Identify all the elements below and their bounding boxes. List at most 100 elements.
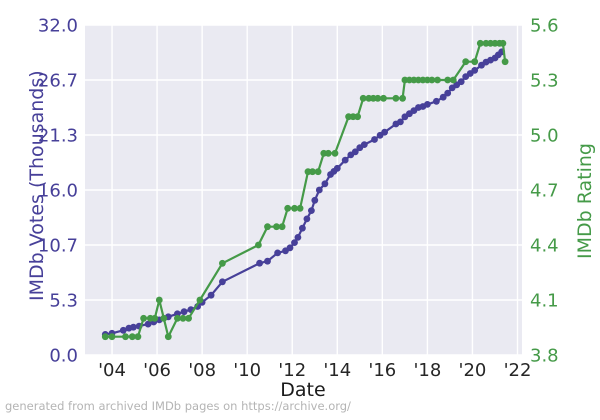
left-tick-label: 21.3 (38, 126, 78, 147)
votes-point (351, 148, 359, 156)
right-tick-label: 5.0 (530, 126, 559, 147)
votes-point (315, 186, 323, 194)
rating-point (392, 94, 400, 102)
votes-point (294, 234, 302, 241)
rating-point (264, 223, 271, 231)
x-tick-label: '06 (143, 360, 171, 381)
x-tick-label: '16 (368, 360, 396, 381)
rating-point (359, 94, 367, 102)
right-tick-label: 5.6 (530, 16, 559, 37)
rating-point (374, 94, 382, 102)
votes-point (444, 89, 452, 97)
x-tick-label: '04 (98, 360, 126, 381)
source-caption: generated from archived IMDb pages on ht… (5, 399, 351, 413)
votes-point (264, 257, 271, 265)
rating-point (219, 259, 226, 267)
votes-point (321, 180, 329, 188)
right-tick-label: 3.8 (530, 346, 559, 367)
x-tick-label: '20 (459, 360, 487, 381)
votes-point (341, 156, 349, 164)
x-tick-label: '22 (504, 360, 532, 381)
x-tick-label: '18 (413, 360, 441, 381)
votes-point (130, 323, 137, 331)
x-axis-label: Date (280, 379, 326, 401)
rating-point (434, 76, 441, 84)
rating-point (428, 76, 436, 84)
votes-point (371, 136, 378, 143)
rating-point (476, 39, 484, 47)
rating-point (196, 296, 204, 304)
right-tick-label: 5.3 (530, 71, 559, 92)
votes-point (286, 244, 294, 252)
left-tick-label: 26.7 (38, 70, 78, 91)
left-tick-label: 5.3 (49, 291, 78, 312)
votes-point (439, 93, 447, 101)
rating-point (462, 58, 470, 66)
rating-point (185, 314, 193, 322)
y-axis-label-left: IMDb Votes (Thousands) (26, 70, 48, 301)
rating-point (449, 76, 457, 84)
votes-point (381, 128, 388, 136)
right-tick-label: 4.4 (530, 236, 559, 257)
rating-point (108, 333, 116, 341)
votes-point (274, 249, 281, 257)
rating-point (164, 333, 172, 341)
rating-point (174, 314, 181, 322)
votes-point (119, 326, 127, 334)
y-axis-label-right: IMDb Rating (574, 143, 596, 259)
rating-point (501, 58, 509, 66)
rating-point (314, 168, 322, 176)
votes-point (256, 259, 263, 267)
left-tick-label: 10.7 (38, 235, 78, 256)
rating-point (324, 149, 332, 157)
votes-point (180, 308, 188, 316)
votes-point (144, 320, 152, 328)
right-tick-label: 4.1 (530, 291, 559, 312)
rating-point (128, 333, 136, 341)
left-tick-label: 0.0 (49, 346, 78, 367)
rating-point (296, 204, 304, 212)
rating-point (151, 314, 159, 322)
rating-point (101, 333, 109, 341)
votes-point (311, 196, 319, 204)
left-tick-label: 32.0 (38, 16, 78, 37)
rating-point (471, 58, 479, 66)
rating-point (278, 223, 286, 231)
votes-point (219, 278, 226, 286)
votes-point (308, 207, 315, 215)
rating-point (255, 241, 262, 249)
rating-point (444, 76, 452, 84)
rating-point (160, 314, 168, 322)
votes-point (397, 118, 404, 126)
rating-point (380, 94, 387, 102)
votes-point (333, 164, 341, 172)
right-tick-label: 4.7 (530, 181, 559, 202)
x-tick-label: '08 (188, 360, 216, 381)
x-tick-label: '12 (278, 360, 306, 381)
rating-point (155, 296, 163, 304)
votes-point (303, 215, 311, 223)
rating-point (399, 94, 406, 102)
rating-point (331, 149, 339, 157)
rating-point (354, 113, 361, 121)
rating-point (122, 333, 129, 341)
votes-point (433, 97, 440, 105)
votes-point (299, 224, 306, 232)
rating-point (309, 168, 316, 176)
rating-point (179, 314, 187, 322)
rating-point (134, 333, 142, 341)
rating-point (291, 204, 298, 212)
rating-point (273, 223, 280, 231)
votes-point (457, 78, 465, 86)
votes-point (471, 67, 479, 74)
x-tick-label: '10 (233, 360, 261, 381)
left-tick-label: 16.0 (38, 181, 78, 202)
rating-point (140, 314, 148, 322)
rating-point (499, 39, 507, 47)
votes-point (207, 291, 215, 299)
rating-point (284, 204, 292, 212)
votes-point (360, 141, 368, 149)
